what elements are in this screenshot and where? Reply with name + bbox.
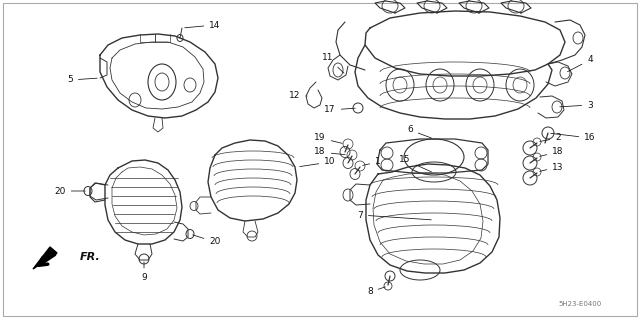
Text: 14: 14 [185, 20, 221, 29]
Text: 15: 15 [399, 155, 431, 172]
Text: 2: 2 [540, 133, 561, 143]
Text: 19: 19 [314, 133, 342, 143]
Text: 18: 18 [314, 147, 345, 157]
Text: 10: 10 [300, 158, 336, 167]
Polygon shape [33, 247, 57, 269]
Text: 7: 7 [357, 211, 431, 220]
Text: 9: 9 [141, 262, 147, 283]
Text: 17: 17 [324, 106, 355, 115]
Text: 11: 11 [323, 54, 344, 73]
Text: 1: 1 [363, 158, 381, 167]
Text: 16: 16 [551, 133, 596, 143]
Text: 20: 20 [193, 235, 221, 247]
Text: 8: 8 [367, 287, 385, 296]
Text: 20: 20 [54, 187, 85, 196]
Text: 5H23-E0400: 5H23-E0400 [558, 301, 602, 307]
Text: 6: 6 [407, 125, 431, 138]
Text: 12: 12 [289, 92, 307, 100]
Text: 5: 5 [67, 76, 97, 85]
Text: 13: 13 [540, 162, 564, 172]
Text: FR.: FR. [80, 252, 100, 262]
Text: 4: 4 [568, 56, 593, 72]
Text: 3: 3 [560, 100, 593, 109]
Text: 18: 18 [540, 147, 564, 157]
